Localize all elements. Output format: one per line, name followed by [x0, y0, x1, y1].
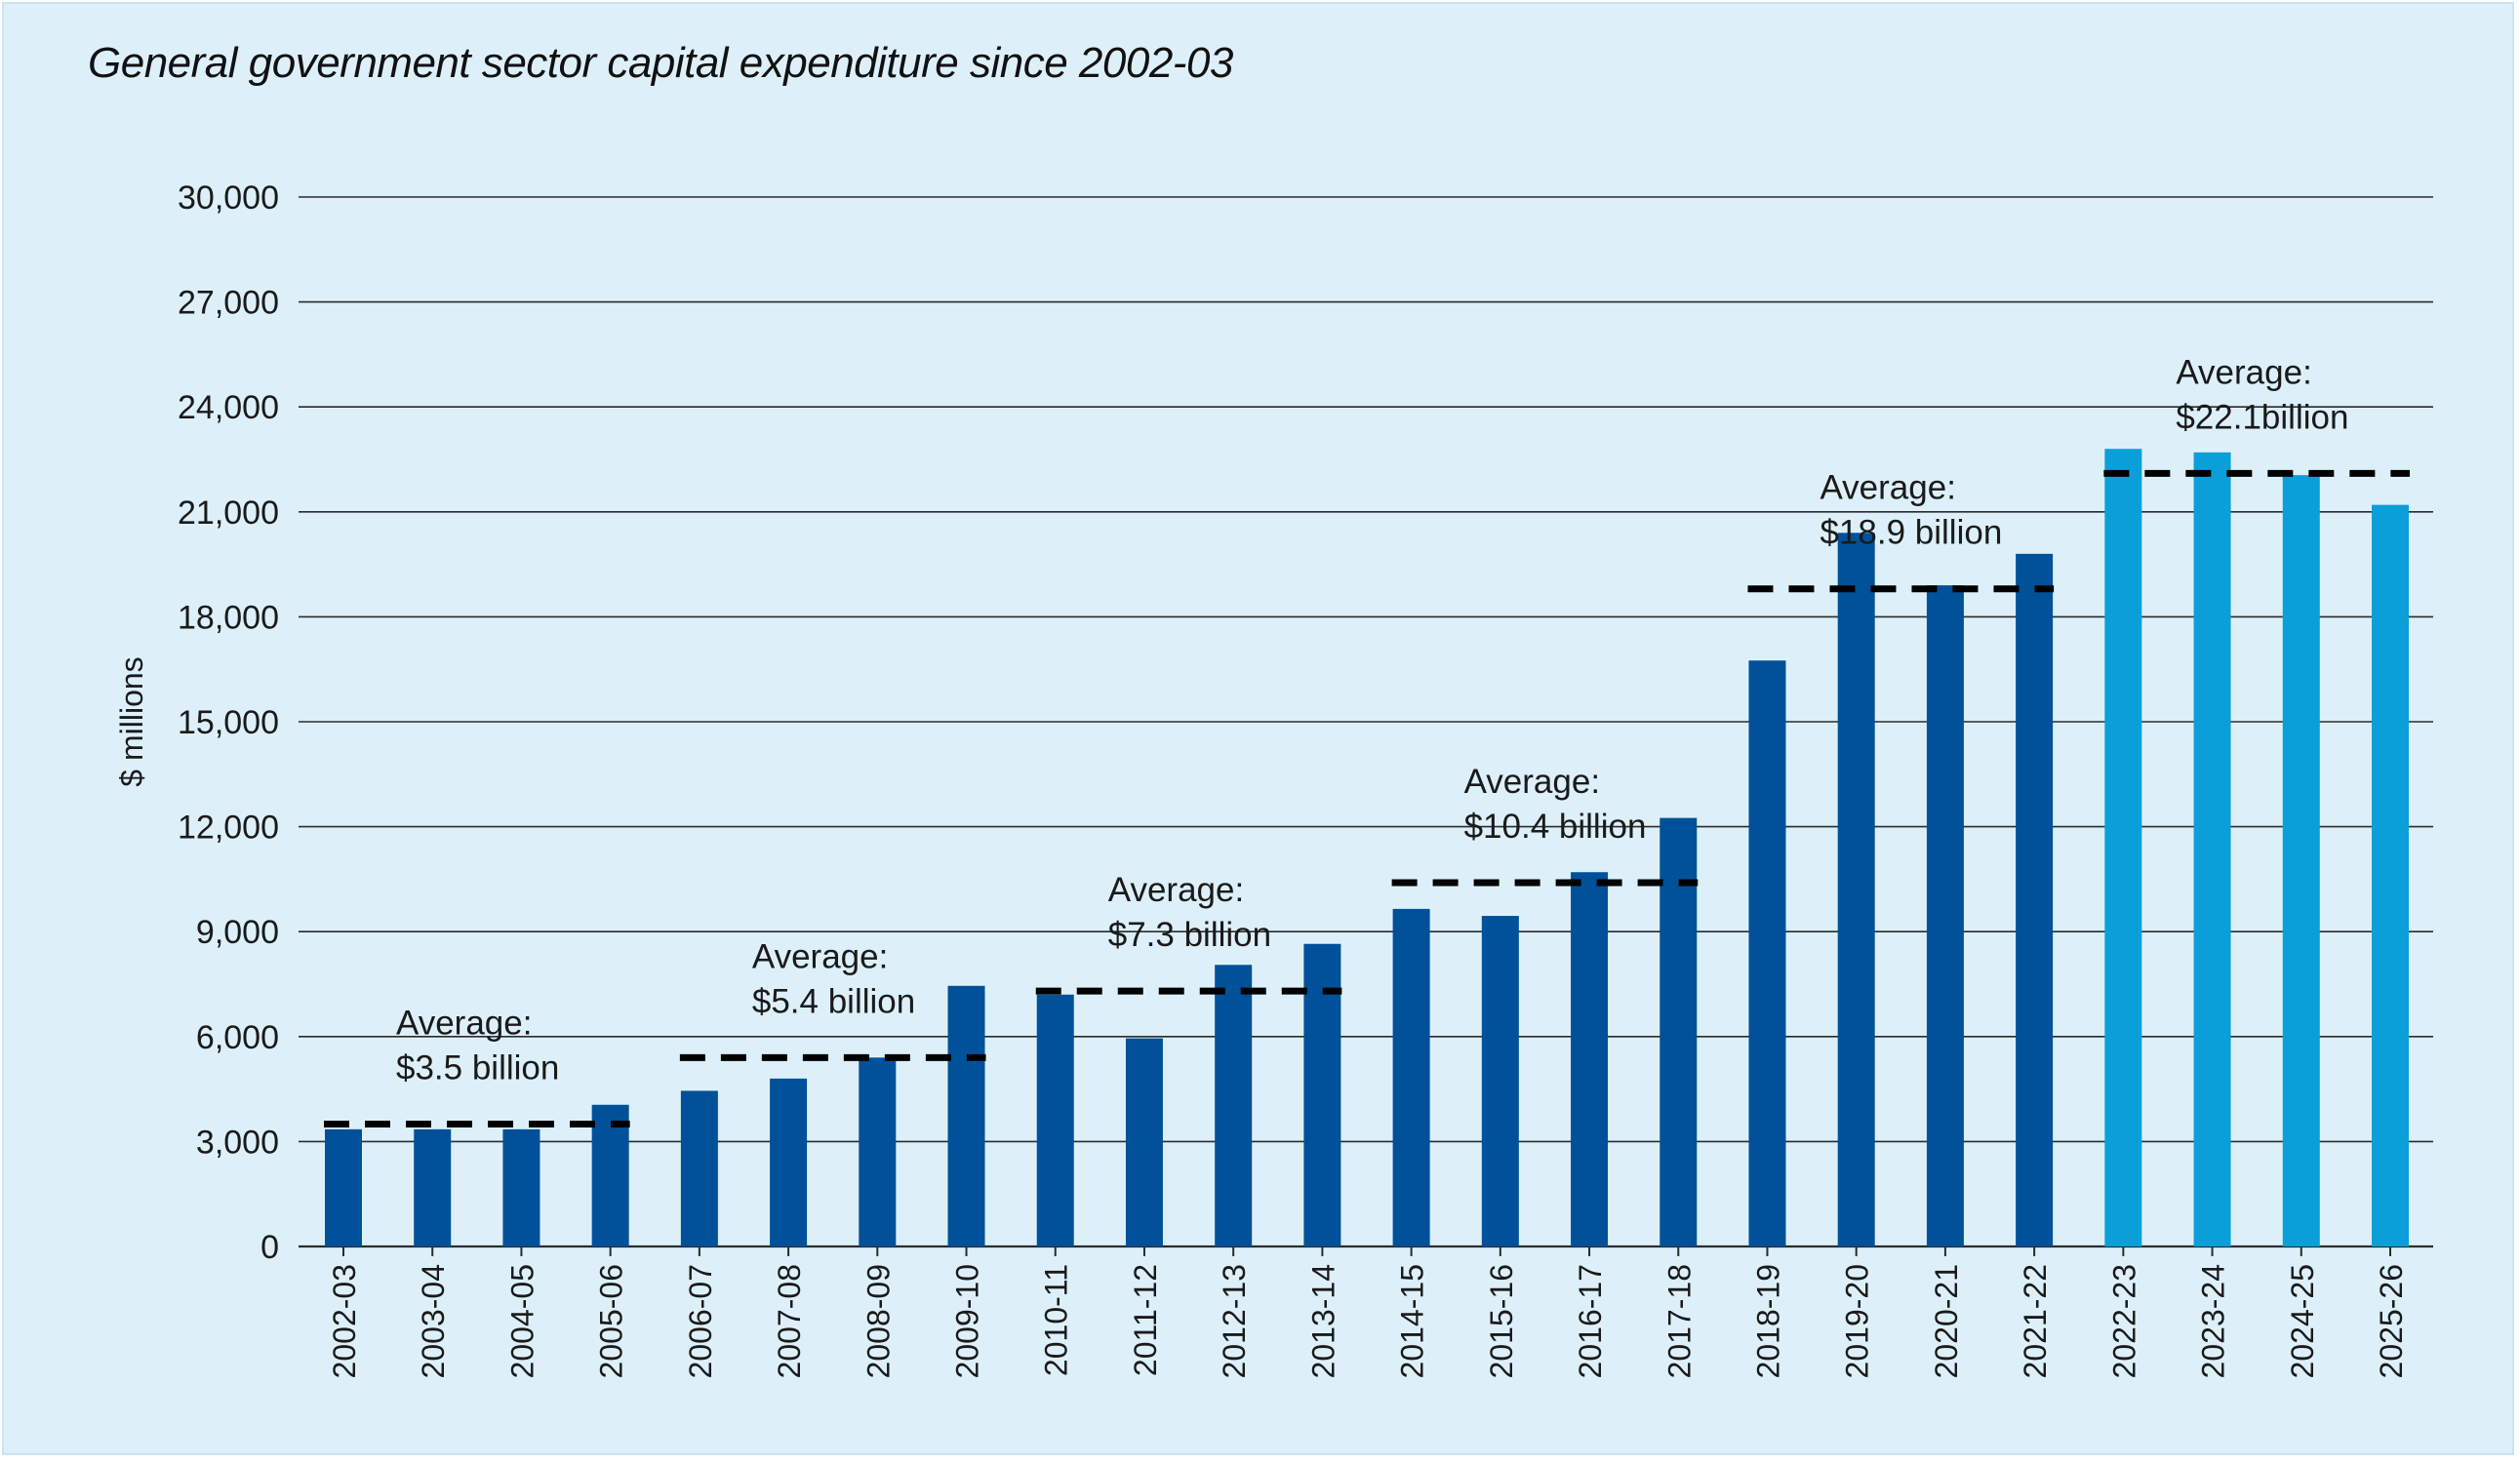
x-tick-label: 2018-19 — [1750, 1264, 1785, 1378]
x-tick-label: 2006-07 — [683, 1264, 718, 1378]
average-label-value: $18.9 billion — [1820, 514, 2002, 552]
bar-2009-10 — [947, 985, 985, 1246]
bar-2021-22 — [2016, 553, 2054, 1246]
bar-2015-16 — [1481, 916, 1519, 1246]
y-tick-label: 27,000 — [178, 285, 279, 322]
x-tick-label: 2008-09 — [860, 1264, 896, 1378]
x-tick-label: 2024-25 — [2285, 1264, 2320, 1378]
y-tick-label: 6,000 — [196, 1019, 279, 1056]
x-tick-label: 2007-08 — [772, 1264, 807, 1378]
average-label-title: Average: — [1108, 871, 1244, 909]
x-tick-label: 2019-20 — [1840, 1264, 1875, 1378]
average-label-value: $5.4 billion — [752, 982, 915, 1020]
x-tick-label: 2016-17 — [1573, 1264, 1608, 1378]
bar-2023-24 — [2193, 452, 2231, 1246]
average-label-title: Average: — [1820, 469, 1955, 507]
x-tick-label: 2020-21 — [1929, 1264, 1964, 1378]
y-tick-label: 3,000 — [196, 1124, 279, 1161]
x-tick-label: 2023-24 — [2196, 1264, 2231, 1378]
bar-2014-15 — [1392, 908, 1430, 1246]
bar-2010-11 — [1036, 994, 1074, 1246]
average-label-value: $7.3 billion — [1108, 916, 1271, 954]
y-axis-title: $ millions — [114, 656, 149, 786]
y-tick-label: 9,000 — [196, 914, 279, 951]
x-tick-label: 2011-12 — [1128, 1264, 1163, 1376]
bar-2008-09 — [859, 1057, 897, 1246]
x-tick-label: 2025-26 — [2374, 1264, 2409, 1378]
bar-2002-03 — [325, 1128, 362, 1246]
y-tick-label: 18,000 — [178, 599, 279, 636]
y-tick-label: 15,000 — [178, 704, 279, 741]
bar-2007-08 — [770, 1078, 808, 1246]
y-tick-label: 0 — [260, 1229, 279, 1266]
bar-2019-20 — [1837, 533, 1875, 1246]
labels: 0 3,000 6,000 9,000 12,000 15,000 18,000 21,000… — [178, 179, 2409, 1378]
x-tick-label: 2017-18 — [1661, 1264, 1697, 1378]
average-label-title: Average: — [396, 1004, 532, 1042]
x-tick-label: 2009-10 — [950, 1264, 985, 1378]
average-label-value: $22.1billion — [2176, 398, 2348, 436]
y-tick-label: 24,000 — [178, 389, 279, 426]
bar-2024-25 — [2282, 475, 2320, 1246]
y-tick-label: 30,000 — [178, 179, 279, 217]
bar-2005-06 — [591, 1104, 629, 1246]
bars — [325, 449, 2409, 1246]
bar-2022-23 — [2104, 449, 2142, 1246]
average-label-value: $3.5 billion — [396, 1048, 559, 1087]
bar-2003-04 — [414, 1128, 452, 1246]
x-tick-label: 2022-23 — [2106, 1264, 2141, 1378]
x-tick-label: 2012-13 — [1217, 1264, 1252, 1378]
gridlines — [299, 196, 2433, 1256]
x-tick-label: 2010-11 — [1039, 1264, 1074, 1376]
bar-2020-21 — [1926, 585, 1964, 1246]
x-tick-label: 2005-06 — [594, 1264, 629, 1378]
bar-2016-17 — [1571, 872, 1609, 1246]
x-tick-label: 2002-03 — [327, 1264, 362, 1378]
bar-2006-07 — [680, 1090, 718, 1246]
x-tick-label: 2004-05 — [504, 1264, 540, 1378]
bar-2018-19 — [1748, 660, 1786, 1246]
x-tick-label: 2015-16 — [1484, 1264, 1519, 1378]
x-tick-label: 2003-04 — [416, 1264, 451, 1378]
average-label-title: Average: — [1464, 763, 1600, 801]
bar-2011-12 — [1125, 1038, 1163, 1246]
average-label-value: $10.4 billion — [1464, 808, 1647, 846]
average-label-title: Average: — [752, 937, 888, 975]
average-lines — [324, 469, 2410, 1127]
x-tick-label: 2013-14 — [1305, 1264, 1340, 1378]
bar-2012-13 — [1215, 965, 1253, 1246]
average-label-title: Average: — [2176, 353, 2311, 391]
bar-2025-26 — [2372, 504, 2409, 1246]
bar-2004-05 — [502, 1128, 540, 1246]
x-tick-label: 2014-15 — [1395, 1264, 1430, 1378]
chart-title: General government sector capital expend… — [88, 39, 1233, 87]
y-tick-label: 12,000 — [178, 810, 279, 847]
y-tick-label: 21,000 — [178, 494, 279, 532]
bar-2017-18 — [1660, 817, 1698, 1246]
x-tick-label: 2021-22 — [2018, 1264, 2053, 1378]
